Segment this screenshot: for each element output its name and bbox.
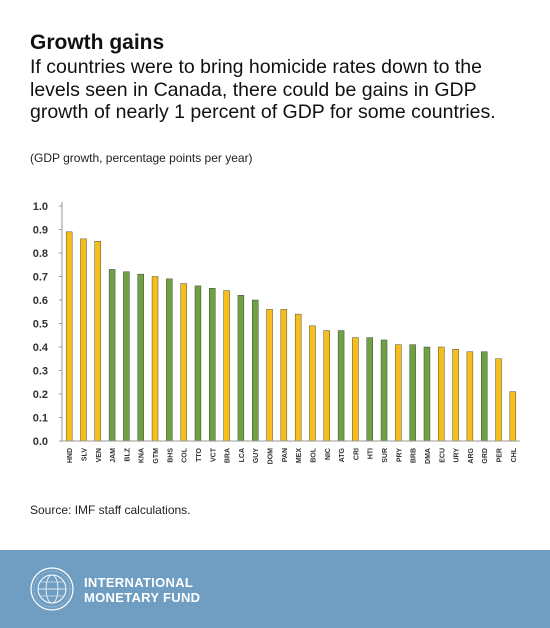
y-tick-label: 0.2 <box>33 389 48 401</box>
bar-hnd <box>65 231 73 442</box>
chart-subtitle: If countries were to bring homicide rate… <box>30 56 496 123</box>
bar-arg <box>466 351 474 442</box>
bar-blz <box>123 271 130 442</box>
bar-cri <box>352 337 359 442</box>
bar-mex <box>294 313 302 442</box>
y-axis: 0.0 0.1 0.2 0.3 0.4 0.5 0.6 0.7 0.8 0.9 1.0 <box>33 201 63 448</box>
x-tick-label: SUR <box>382 448 389 463</box>
imf-seal-icon <box>30 567 74 611</box>
bar-chart: 0.0 0.1 0.2 0.3 0.4 0.5 0.6 0.7 0.8 0.9 1.0 HND SLV… <box>33 201 520 465</box>
bar-atg <box>337 330 345 442</box>
x-tick-label: KNA <box>139 448 146 463</box>
x-tick-label: DMA <box>425 448 432 464</box>
bar-grd <box>481 351 488 442</box>
x-tick-label: VCT <box>210 447 217 462</box>
y-tick-label: 1.0 <box>33 201 48 213</box>
y-tick-label: 0.3 <box>33 366 48 378</box>
bar-gtm <box>151 276 159 442</box>
x-tick-label: CHL <box>511 447 518 462</box>
x-axis: HND SLV VEN JAM BLZ KNA GTM BHS COL TTO VCT BRA LCA G… <box>62 440 520 465</box>
bar-dom <box>266 309 273 442</box>
y-tick-label: 0.9 <box>33 225 48 237</box>
x-tick-label: DOM <box>268 448 275 465</box>
y-tick-label: 0.6 <box>33 295 48 307</box>
x-tick-label: PER <box>497 448 504 462</box>
y-tick-label: 0.5 <box>33 319 48 331</box>
x-tick-label: LCA <box>239 448 246 462</box>
x-tick-label: BOL <box>310 447 317 463</box>
x-tick-label: ATG <box>339 447 346 462</box>
bar-col <box>180 283 187 442</box>
x-tick-label: TTO <box>196 447 203 461</box>
bar-kna <box>137 273 144 442</box>
y-tick-label: 0.8 <box>33 248 48 260</box>
x-tick-label: URY <box>454 448 461 463</box>
footer-banner: INTERNATIONAL MONETARY FUND <box>0 550 550 628</box>
org-name: INTERNATIONAL MONETARY FUND <box>84 575 200 605</box>
bar-nic <box>323 330 330 442</box>
bar-bol <box>309 325 316 442</box>
x-tick-label: CRI <box>353 448 360 460</box>
x-tick-label: BRB <box>411 448 418 463</box>
x-tick-label: HTI <box>368 448 375 459</box>
bar-bhs <box>166 278 173 442</box>
x-tick-label: ARG <box>468 447 475 463</box>
bar-tto <box>194 285 202 442</box>
bar-bra <box>223 290 230 442</box>
units-label: (GDP growth, percentage points per year) <box>30 151 253 165</box>
bar-ven <box>94 241 101 442</box>
bar-ury <box>452 349 459 442</box>
bar-pan <box>280 309 288 442</box>
x-tick-label: ECU <box>439 448 446 463</box>
x-tick-label: COL <box>182 447 189 463</box>
bar-jam <box>108 269 116 442</box>
x-tick-label: GRD <box>482 448 489 464</box>
bar-lca <box>237 295 245 442</box>
x-tick-label: NIC <box>325 448 332 460</box>
bar-chl <box>509 391 517 442</box>
chart-title: Growth gains <box>30 31 165 54</box>
bar-vct <box>209 288 216 442</box>
bars <box>65 231 517 442</box>
bar-sur <box>380 339 388 442</box>
bar-pry <box>395 344 402 442</box>
org-name-line1: INTERNATIONAL <box>84 575 194 590</box>
bar-brb <box>409 344 416 442</box>
y-tick-label: 0.0 <box>33 436 48 448</box>
x-tick-label: VEN <box>96 448 103 462</box>
x-tick-label: JAM <box>110 448 117 463</box>
bar-dma <box>423 346 431 442</box>
x-tick-label: MEX <box>296 448 303 464</box>
x-tick-label: GUY <box>253 448 260 464</box>
bar-hti <box>366 337 373 442</box>
x-tick-label: PRY <box>396 448 403 462</box>
bar-ecu <box>438 346 445 442</box>
bar-per <box>495 358 502 442</box>
y-tick-label: 0.7 <box>33 272 48 284</box>
x-tick-label: BHS <box>167 448 174 463</box>
source-note: Source: IMF staff calculations. <box>30 503 191 517</box>
bar-guy <box>252 299 259 442</box>
x-tick-label: BRA <box>225 448 232 463</box>
x-tick-label: PAN <box>282 448 289 462</box>
org-name-line2: MONETARY FUND <box>84 590 201 605</box>
bar-slv <box>80 238 87 442</box>
x-tick-label: HND <box>67 448 74 463</box>
x-tick-label: SLV <box>81 448 88 461</box>
y-tick-label: 0.4 <box>33 342 49 354</box>
x-tick-label: BLZ <box>124 447 131 461</box>
y-tick-label: 0.1 <box>33 413 48 425</box>
x-tick-label: GTM <box>153 448 160 464</box>
